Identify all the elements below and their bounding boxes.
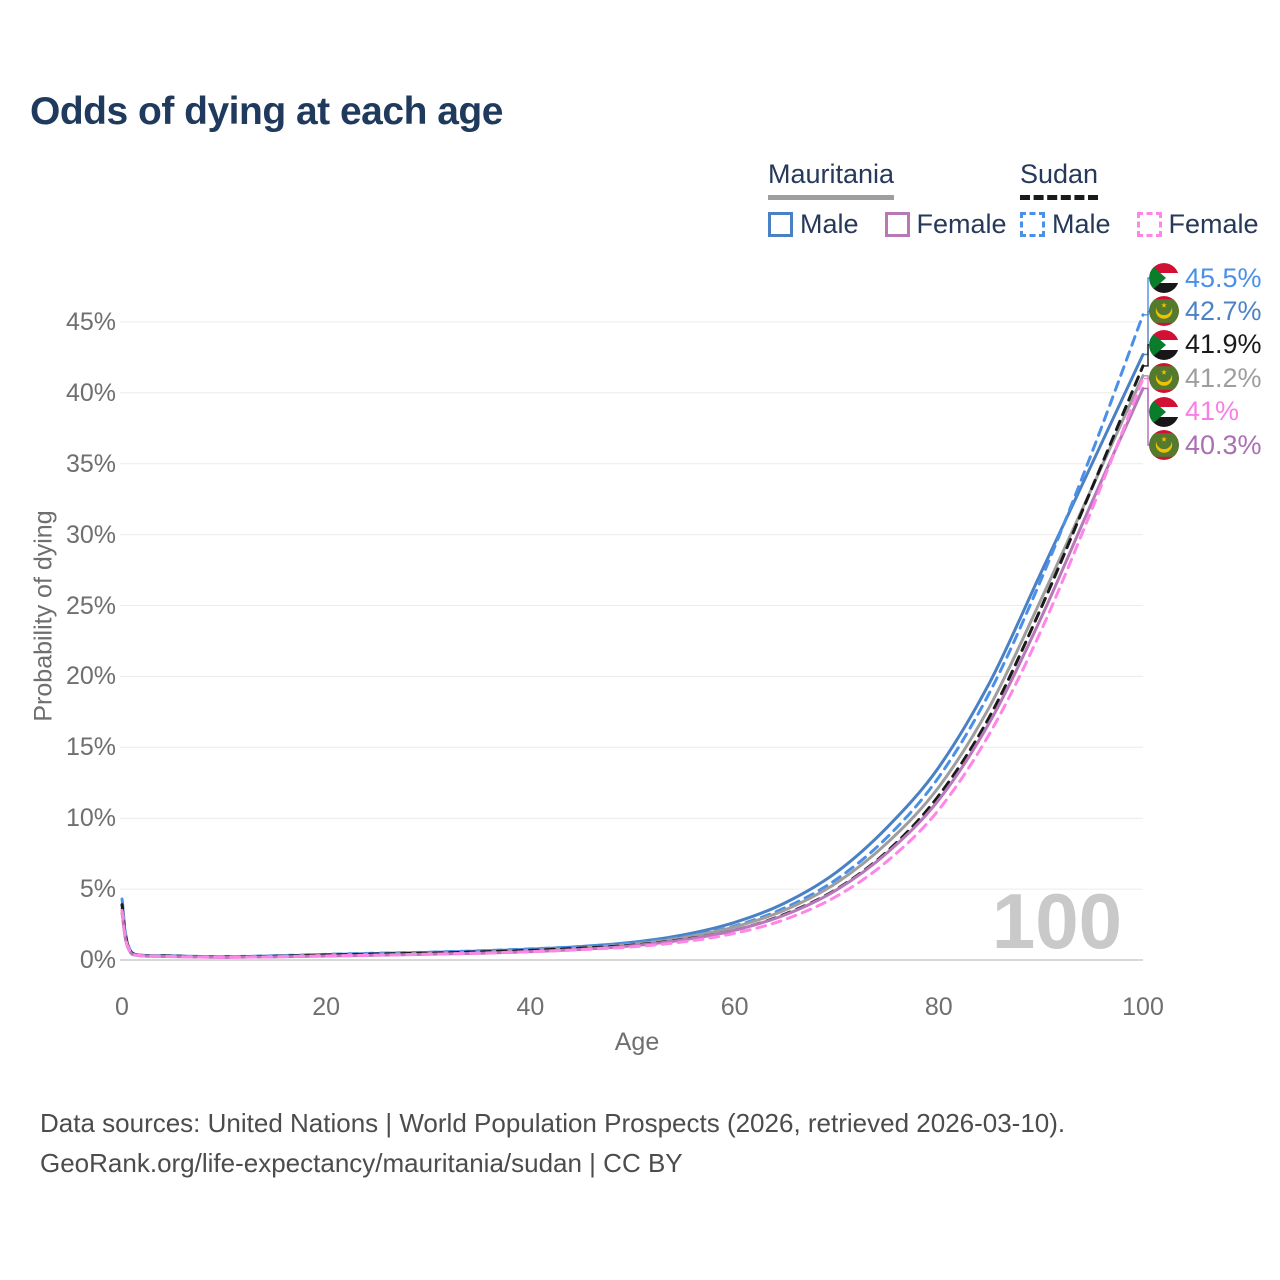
y-tick-label: 5% bbox=[79, 875, 116, 904]
legend-country-mauritania[interactable]: Mauritania bbox=[768, 159, 895, 200]
solid-line-swatch-icon bbox=[768, 211, 793, 237]
solid-line-swatch-icon bbox=[884, 211, 910, 237]
x-axis-title: Age bbox=[614, 1028, 660, 1056]
legend-country-sudan[interactable]: Sudan bbox=[1020, 159, 1099, 200]
x-tick-label: 40 bbox=[516, 993, 545, 1021]
x-tick-label: 20 bbox=[312, 993, 341, 1021]
sudan-flag-icon bbox=[1149, 263, 1179, 293]
end-label-mauritania-female: 40.3% bbox=[1149, 429, 1262, 462]
legend-item-sudan-male[interactable]: Male bbox=[1020, 209, 1111, 240]
y-tick-label: 20% bbox=[65, 662, 116, 691]
legend-item-label: Female bbox=[1168, 208, 1259, 239]
end-label-sudan-both: 41.9% bbox=[1149, 328, 1262, 361]
legend-item-label: Female bbox=[916, 208, 1007, 239]
legend-item-mauritania-male[interactable]: Male bbox=[768, 209, 859, 240]
end-label-value: 45.5% bbox=[1185, 262, 1262, 293]
attribution-text: GeoRank.org/life-expectancy/mauritania/s… bbox=[40, 1148, 683, 1178]
y-tick-label: 15% bbox=[65, 733, 116, 762]
dashed-line-swatch-icon bbox=[1136, 211, 1162, 237]
dashed-line-swatch-icon bbox=[1020, 211, 1045, 237]
end-label-value: 40.3% bbox=[1185, 429, 1262, 460]
x-tick-label: 60 bbox=[720, 993, 749, 1021]
y-tick-label: 45% bbox=[65, 307, 116, 336]
series-line-mauritania-female bbox=[120, 387, 1145, 959]
legend-item-label: Male bbox=[800, 208, 859, 239]
end-label-sudan-female: 41% bbox=[1149, 395, 1239, 428]
end-label-value: 41% bbox=[1185, 396, 1240, 427]
end-label-mauritania-male: 42.7% bbox=[1149, 295, 1262, 328]
x-tick-label: 0 bbox=[115, 993, 129, 1021]
y-tick-label: 0% bbox=[79, 946, 116, 974]
y-tick-label: 40% bbox=[65, 378, 116, 407]
legend-item-label: Male bbox=[1052, 208, 1111, 239]
x-tick-label: 100 bbox=[1122, 993, 1164, 1021]
end-label-sudan-male: 45.5% bbox=[1149, 262, 1262, 295]
y-tick-label: 10% bbox=[65, 804, 116, 833]
mauritania-flag-icon bbox=[1149, 363, 1179, 394]
sudan-flag-icon bbox=[1149, 396, 1179, 427]
mauritania-flag-icon bbox=[1149, 296, 1179, 327]
legend-item-mauritania-female[interactable]: Female bbox=[884, 208, 1007, 240]
series-line-mauritania-male bbox=[120, 353, 1145, 959]
y-axis-title: Probability of dying bbox=[29, 510, 58, 722]
series-line-sudan-female bbox=[120, 377, 1145, 959]
end-label-value: 41.9% bbox=[1185, 329, 1262, 360]
end-label-value: 42.7% bbox=[1185, 295, 1262, 326]
legend-group-mauritania: Mauritania Male Female bbox=[768, 159, 1007, 240]
page-title: Odds of dying at each age bbox=[30, 90, 503, 133]
y-tick-label: 25% bbox=[65, 591, 116, 620]
y-tick-label: 30% bbox=[65, 520, 116, 549]
end-label-mauritania-both: 41.2% bbox=[1149, 362, 1262, 395]
series-line-sudan-male bbox=[120, 313, 1145, 959]
legend-item-sudan-female[interactable]: Female bbox=[1136, 208, 1259, 240]
data-sources-text: Data sources: United Nations | World Pop… bbox=[40, 1108, 1066, 1138]
series-line-mauritania-both bbox=[120, 374, 1145, 959]
end-label-value: 41.2% bbox=[1185, 362, 1262, 393]
y-tick-label: 35% bbox=[65, 449, 116, 478]
mauritania-flag-icon bbox=[1149, 430, 1179, 460]
sudan-flag-icon bbox=[1149, 329, 1179, 360]
age-watermark: 100 bbox=[992, 877, 1122, 965]
legend-group-sudan: Sudan Male Female bbox=[1020, 159, 1259, 240]
x-tick-label: 80 bbox=[924, 993, 953, 1021]
series-line-sudan-both bbox=[120, 364, 1145, 959]
